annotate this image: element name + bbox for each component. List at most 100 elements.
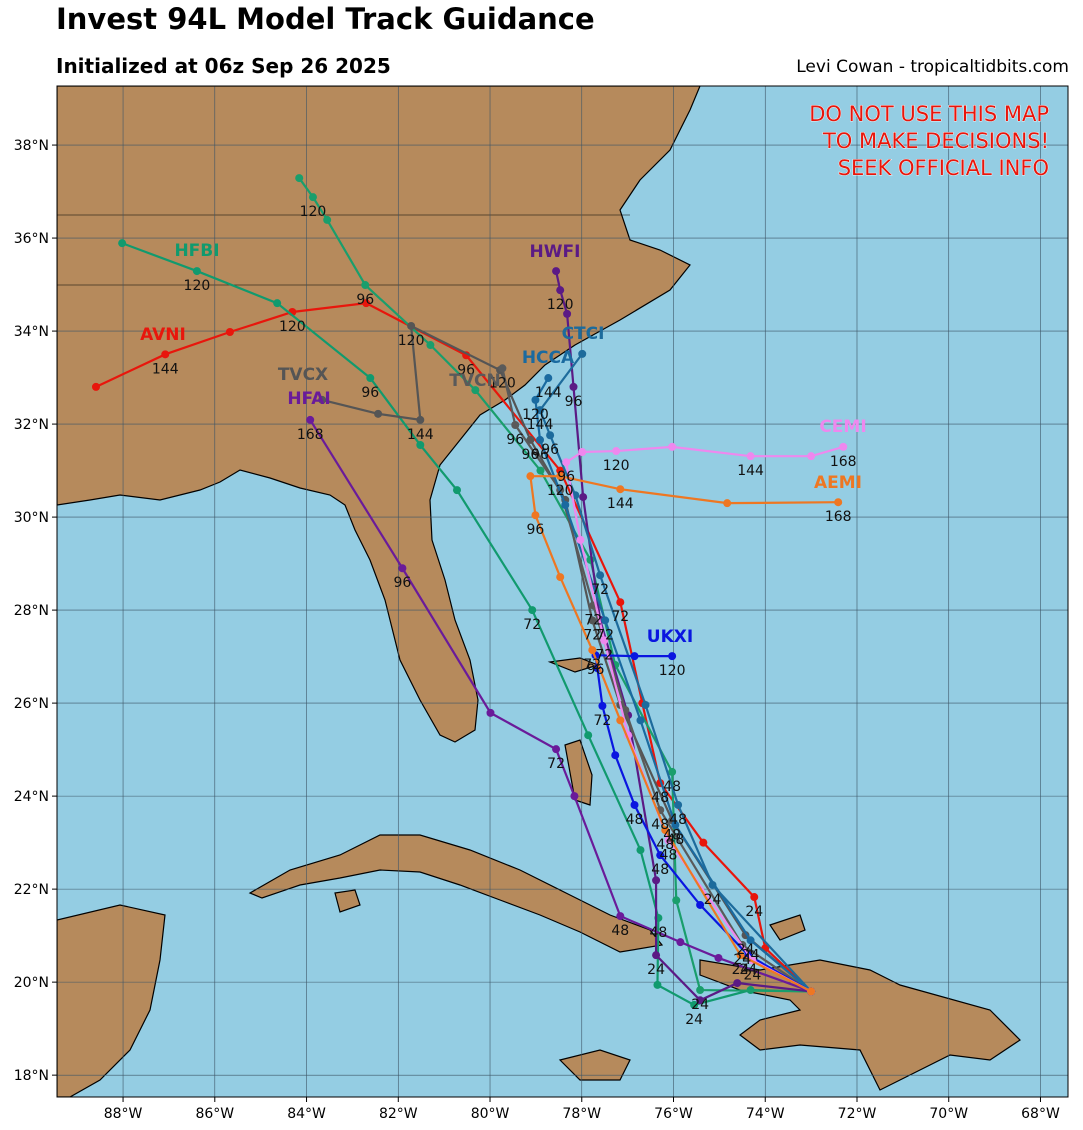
- y-tick-label: 34°N: [14, 324, 49, 340]
- hour-label: 168: [825, 509, 852, 525]
- track-line: [529, 475, 839, 993]
- hour-label: 144: [607, 496, 634, 512]
- y-tick-label: 30°N: [14, 510, 49, 526]
- hour-label: 96: [356, 292, 374, 308]
- track-point: [544, 374, 553, 383]
- island: [334, 889, 361, 913]
- grid: [57, 86, 1068, 1097]
- hour-label: 24: [742, 947, 760, 963]
- track-point: [674, 800, 683, 809]
- x-tick-label: 80°W: [471, 1106, 510, 1122]
- y-tick-label: 36°N: [14, 231, 49, 247]
- track-point: [578, 447, 587, 456]
- track-point: [192, 267, 201, 276]
- credit: Levi Cowan - tropicaltidbits.com: [796, 57, 1069, 77]
- jamaica: [558, 1049, 631, 1081]
- tracks: [91, 174, 848, 1009]
- hour-label: 48: [669, 812, 687, 828]
- hour-label: 72: [595, 647, 613, 663]
- track-point: [498, 364, 507, 373]
- hour-label: 96: [527, 522, 545, 538]
- track-point: [746, 936, 755, 945]
- y-tick-label: 26°N: [14, 696, 49, 712]
- track-point: [318, 395, 327, 404]
- hour-label: 120: [659, 663, 686, 679]
- track-point: [471, 386, 480, 395]
- track-point: [531, 511, 540, 520]
- hour-label: 120: [522, 407, 549, 423]
- hour-label: 48: [663, 779, 681, 795]
- track-point: [641, 700, 650, 709]
- labels: 88°W 86°W 84°W 82°W 80°W 78°W 76°W 74°W 72°W 70°W…: [14, 102, 1060, 1122]
- cuba: [248, 834, 664, 953]
- hour-label: 48: [651, 862, 669, 878]
- hour-label: 144: [152, 361, 179, 377]
- track-point: [546, 431, 555, 440]
- x-tick-label: 82°W: [379, 1106, 418, 1122]
- track-point: [723, 499, 732, 508]
- track-point: [696, 996, 705, 1005]
- track-point: [536, 435, 545, 444]
- track-point: [733, 979, 742, 988]
- hour-label: 96: [393, 575, 411, 591]
- hour-label: 120: [547, 483, 574, 499]
- track-point: [536, 406, 545, 415]
- track-point: [630, 800, 639, 809]
- track-name: AEMI: [814, 473, 862, 493]
- hour-label: 24: [691, 997, 709, 1013]
- hour-label: 24: [732, 962, 750, 978]
- hour-label: 24: [743, 967, 761, 983]
- y-tick-label: 38°N: [14, 138, 49, 154]
- track-point: [361, 281, 370, 290]
- track-point: [526, 472, 535, 481]
- track-name: CEMI: [819, 417, 866, 437]
- hour-label: 48: [649, 925, 667, 941]
- track-name: TVCN: [449, 371, 500, 391]
- track-point: [398, 564, 407, 573]
- hour-label: 72: [591, 582, 609, 598]
- hour-label: 120: [184, 278, 211, 294]
- track-point: [306, 415, 315, 424]
- hispaniola: [699, 959, 1021, 1091]
- hour-label: 120: [398, 333, 425, 349]
- hour-label: 48: [663, 827, 681, 843]
- y-tick-label: 28°N: [14, 603, 49, 619]
- track-point: [416, 415, 425, 424]
- track-point: [807, 452, 816, 461]
- track-point: [588, 616, 597, 625]
- track-point: [452, 486, 461, 495]
- track-point: [526, 435, 535, 444]
- hour-label: 72: [583, 657, 601, 673]
- track-name: CTCI: [562, 324, 605, 344]
- track-line: [95, 302, 812, 993]
- track-point: [653, 980, 662, 989]
- track-line: [121, 242, 812, 1007]
- hour-label: 120: [547, 297, 574, 313]
- x-tick-label: 72°W: [838, 1106, 877, 1122]
- track-point: [511, 421, 520, 430]
- hour-label: 48: [611, 923, 629, 939]
- track-point: [611, 751, 620, 760]
- warning: DO NOT USE THIS MAP: [809, 102, 1049, 126]
- track-point: [807, 987, 816, 996]
- hour-label: 120: [603, 458, 630, 474]
- track-point: [661, 826, 670, 835]
- hour-label: 144: [407, 427, 434, 443]
- hour-label: 48: [656, 837, 674, 853]
- hour-label: 48: [626, 812, 644, 828]
- track-point: [362, 299, 371, 308]
- track-point: [528, 606, 537, 615]
- track-point: [834, 498, 843, 507]
- yucatan: [57, 904, 166, 1097]
- track-point: [416, 441, 425, 450]
- hour-label: 96: [361, 385, 379, 401]
- track-point: [552, 745, 561, 754]
- hour-label: 96: [587, 662, 605, 678]
- track-point: [652, 951, 661, 960]
- track-point: [570, 792, 579, 801]
- track-line: [555, 270, 812, 1002]
- track-point: [118, 239, 127, 248]
- track-point: [91, 382, 100, 391]
- hour-label: 96: [557, 469, 575, 485]
